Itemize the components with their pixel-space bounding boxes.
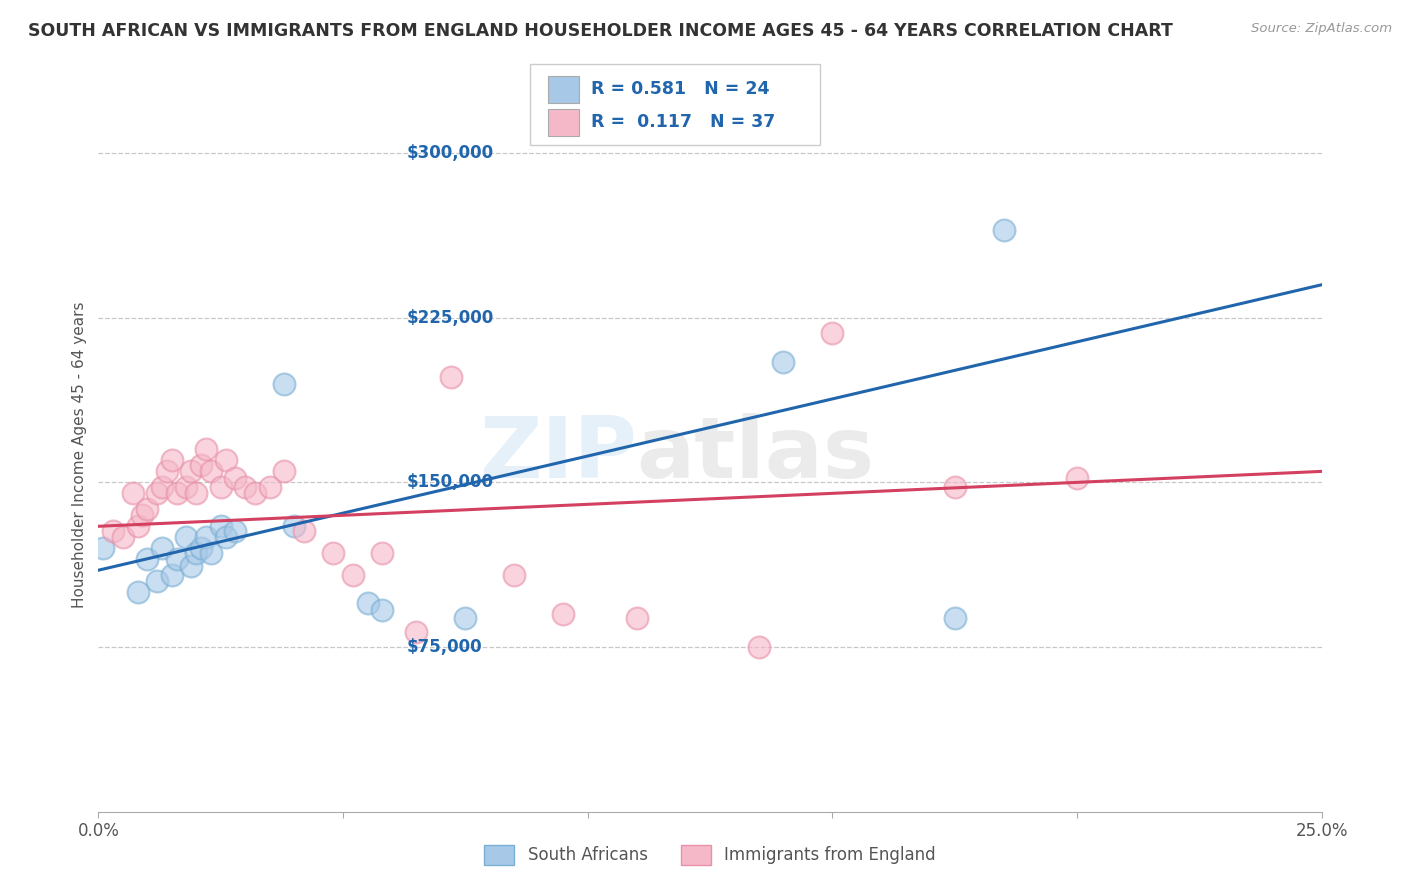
Point — [748, 640, 770, 654]
Point — [214, 530, 236, 544]
Point — [190, 458, 212, 472]
Text: $150,000: $150,000 — [406, 474, 494, 491]
Point — [146, 486, 169, 500]
Point — [195, 530, 218, 544]
Point — [127, 585, 149, 599]
Point — [283, 519, 305, 533]
Point — [166, 552, 188, 566]
Point — [101, 524, 124, 538]
Point — [190, 541, 212, 556]
Point — [553, 607, 575, 621]
Point — [111, 530, 134, 544]
Point — [821, 326, 844, 340]
Point — [259, 480, 281, 494]
Point — [91, 541, 114, 556]
Point — [186, 546, 208, 560]
Text: ZIP: ZIP — [479, 413, 637, 497]
Point — [371, 603, 394, 617]
Point — [180, 558, 202, 573]
Text: Source: ZipAtlas.com: Source: ZipAtlas.com — [1251, 22, 1392, 36]
Point — [146, 574, 169, 589]
Point — [209, 519, 232, 533]
Point — [180, 464, 202, 478]
Point — [626, 611, 648, 625]
Point — [127, 519, 149, 533]
Point — [322, 546, 344, 560]
Point — [150, 480, 173, 494]
Text: $300,000: $300,000 — [406, 144, 494, 162]
Point — [273, 464, 295, 478]
Point — [176, 530, 198, 544]
Point — [186, 486, 208, 500]
Point — [342, 567, 364, 582]
Text: $75,000: $75,000 — [406, 638, 482, 656]
Point — [993, 223, 1015, 237]
Point — [273, 376, 295, 391]
Point — [160, 567, 183, 582]
Point — [356, 596, 378, 610]
Point — [195, 442, 218, 457]
Point — [121, 486, 143, 500]
Point — [371, 546, 394, 560]
Point — [943, 611, 966, 625]
Point — [772, 354, 794, 368]
Point — [156, 464, 179, 478]
Point — [1066, 471, 1088, 485]
Text: R = 0.581   N = 24: R = 0.581 N = 24 — [591, 80, 769, 98]
Point — [243, 486, 266, 500]
Text: atlas: atlas — [637, 413, 875, 497]
Point — [454, 611, 477, 625]
Point — [136, 501, 159, 516]
Point — [224, 471, 246, 485]
Point — [233, 480, 256, 494]
Point — [136, 552, 159, 566]
Point — [160, 453, 183, 467]
Point — [166, 486, 188, 500]
Text: R =  0.117   N = 37: R = 0.117 N = 37 — [591, 113, 775, 131]
Point — [214, 453, 236, 467]
Point — [200, 464, 222, 478]
Point — [943, 480, 966, 494]
Point — [503, 567, 526, 582]
Y-axis label: Householder Income Ages 45 - 64 years: Householder Income Ages 45 - 64 years — [72, 301, 87, 608]
Legend: South Africans, Immigrants from England: South Africans, Immigrants from England — [478, 838, 942, 871]
Point — [176, 480, 198, 494]
Point — [209, 480, 232, 494]
Text: SOUTH AFRICAN VS IMMIGRANTS FROM ENGLAND HOUSEHOLDER INCOME AGES 45 - 64 YEARS C: SOUTH AFRICAN VS IMMIGRANTS FROM ENGLAND… — [28, 22, 1173, 40]
Point — [440, 370, 463, 384]
Point — [200, 546, 222, 560]
Point — [131, 508, 153, 523]
Text: $225,000: $225,000 — [406, 309, 494, 326]
Point — [292, 524, 315, 538]
Point — [150, 541, 173, 556]
Point — [224, 524, 246, 538]
Point — [405, 624, 427, 639]
